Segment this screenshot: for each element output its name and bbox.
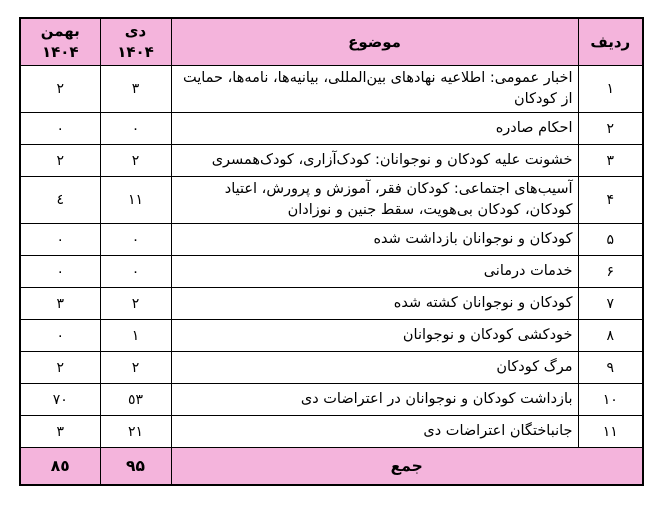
- row-number-cell: ۹: [577, 351, 644, 385]
- subject-cell: خشونت علیه کودکان و نوجوانان: کودک‌آزاری…: [170, 144, 579, 178]
- row-number-cell: ۱: [577, 64, 644, 114]
- row-number-cell: ۱۰: [577, 383, 644, 417]
- dey-value-cell: ۰: [99, 255, 172, 289]
- table-row: ۵ کودکان و نوجوانان بازداشت شده ۰ ۰: [19, 223, 644, 257]
- table-row: ۱۱ جانباختگان اعتراضات دی ۲۱ ۳: [19, 415, 644, 449]
- dey-value-cell: ۱۱: [99, 176, 172, 225]
- total-dey-value: ۹۵: [99, 447, 172, 486]
- subject-cell: اخبار عمومی: اطلاعیه نهادهای بین‌المللی،…: [170, 64, 579, 114]
- total-label: جمع: [170, 447, 644, 486]
- row-number-cell: ۴: [577, 176, 644, 225]
- header-bahman-1404: بهمن ۱۴۰۴: [19, 17, 101, 66]
- bahman-value-cell: ۲: [19, 144, 101, 178]
- bahman-value-cell: ۰: [19, 223, 101, 257]
- row-number-cell: ۷: [577, 287, 644, 321]
- dey-value-cell: ۰: [99, 223, 172, 257]
- table-row: ۶ خدمات درمانی ۰ ۰: [19, 255, 644, 289]
- row-number-cell: ۲: [577, 112, 644, 146]
- table-row: ۴ آسیب‌های اجتماعی: کودکان فقر، آموزش و پ…: [19, 176, 644, 225]
- bahman-value-cell: ۳: [19, 287, 101, 321]
- dey-value-cell: ۰: [99, 112, 172, 146]
- dey-value-cell: ۲: [99, 287, 172, 321]
- row-number-cell: ۱۱: [577, 415, 644, 449]
- table-row: ۳ خشونت علیه کودکان و نوجوانان: کودک‌آزار…: [19, 144, 644, 178]
- bahman-value-cell: ۰: [19, 319, 101, 353]
- dey-value-cell: ۱: [99, 319, 172, 353]
- header-radif: ردیف: [577, 17, 644, 66]
- total-row: جمع ۹۵ ۸٥: [19, 447, 644, 486]
- header-dey-1404: دی ۱۴۰۴: [99, 17, 172, 66]
- subject-cell: کودکان و نوجوانان بازداشت شده: [170, 223, 579, 257]
- subject-cell: احکام صادره: [170, 112, 579, 146]
- header-subject: موضوع: [170, 17, 579, 66]
- row-number-cell: ۶: [577, 255, 644, 289]
- row-number-cell: ۸: [577, 319, 644, 353]
- dey-value-cell: ۲: [99, 351, 172, 385]
- table-row: ۸ خودکشی کودکان و نوجوانان ۱ ۰: [19, 319, 644, 353]
- table-row: ۹ مرگ کودکان ۲ ۲: [19, 351, 644, 385]
- bahman-value-cell: ۷۰: [19, 383, 101, 417]
- table-body: ۱ اخبار عمومی: اطلاعیه نهادهای بین‌المللی…: [19, 64, 644, 449]
- subject-cell: خودکشی کودکان و نوجوانان: [170, 319, 579, 353]
- subject-cell: آسیب‌های اجتماعی: کودکان فقر، آموزش و پر…: [170, 176, 579, 225]
- table-row: ۷ کودکان و نوجوانان کشته شده ۲ ۳: [19, 287, 644, 321]
- subject-cell: بازداشت کودکان و نوجوانان در اعتراضات دی: [170, 383, 579, 417]
- dey-value-cell: ۲۱: [99, 415, 172, 449]
- monthly-topics-table: ردیف موضوع دی ۱۴۰۴ بهمن ۱۴۰۴ ۱ اخبار عموم…: [19, 17, 644, 487]
- subject-cell: خدمات درمانی: [170, 255, 579, 289]
- subject-cell: کودکان و نوجوانان کشته شده: [170, 287, 579, 321]
- total-bahman-value: ۸٥: [19, 447, 101, 486]
- table-row: ۱ اخبار عمومی: اطلاعیه نهادهای بین‌المللی…: [19, 64, 644, 114]
- dey-value-cell: ۲: [99, 144, 172, 178]
- bahman-value-cell: ۳: [19, 415, 101, 449]
- bahman-value-cell: ۰: [19, 112, 101, 146]
- table-row: ۱۰ بازداشت کودکان و نوجوانان در اعتراضات …: [19, 383, 644, 417]
- bahman-value-cell: ۲: [19, 64, 101, 114]
- bahman-value-cell: ۰: [19, 255, 101, 289]
- header-row: ردیف موضوع دی ۱۴۰۴ بهمن ۱۴۰۴: [19, 17, 644, 66]
- row-number-cell: ۳: [577, 144, 644, 178]
- row-number-cell: ۵: [577, 223, 644, 257]
- subject-cell: جانباختگان اعتراضات دی: [170, 415, 579, 449]
- table-row: ۲ احکام صادره ۰ ۰: [19, 112, 644, 146]
- subject-cell: مرگ کودکان: [170, 351, 579, 385]
- dey-value-cell: ۳: [99, 64, 172, 114]
- dey-value-cell: ٥۳: [99, 383, 172, 417]
- bahman-value-cell: ٤: [19, 176, 101, 225]
- bahman-value-cell: ۲: [19, 351, 101, 385]
